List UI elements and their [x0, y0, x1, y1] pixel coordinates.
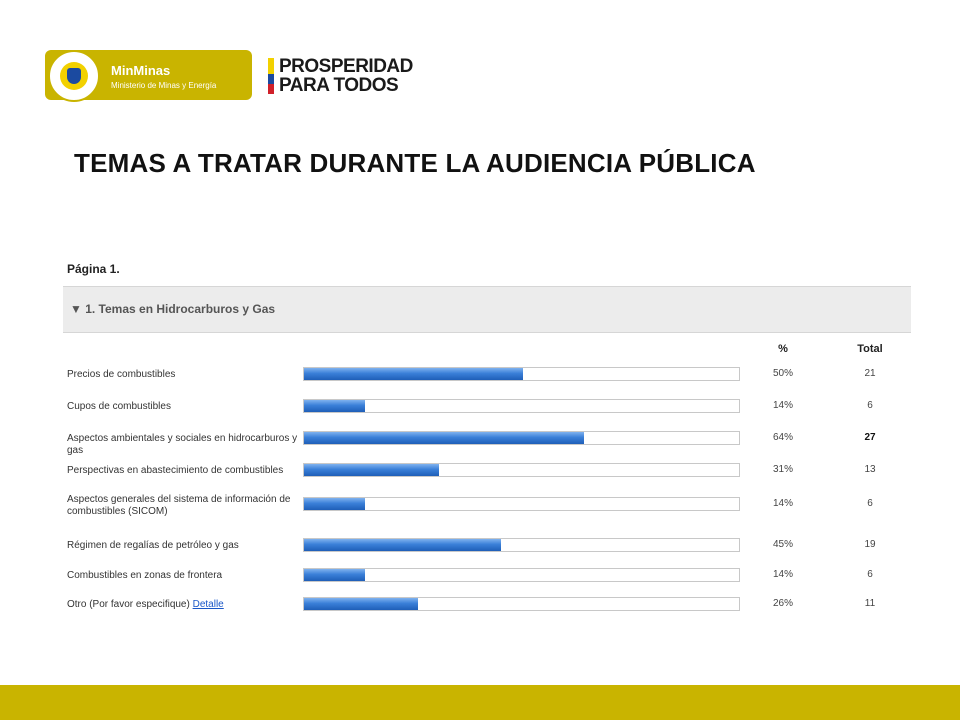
percent-label: 31%: [772, 464, 793, 475]
detail-link[interactable]: Detalle: [192, 599, 224, 610]
prosperidad-line1: PROSPERIDAD: [279, 56, 413, 77]
percent-label: 64%: [772, 432, 793, 443]
percent-label: 45%: [772, 539, 793, 550]
bar: [304, 498, 365, 510]
bar: [304, 569, 365, 581]
prosperidad-line2: PARA TODOS: [279, 75, 399, 96]
total-label: 11: [864, 598, 876, 609]
flag-yellow-stripe: [268, 58, 274, 74]
column-header-percent: %: [778, 343, 788, 355]
section-title: ▼ 1. Temas en Hidrocarburos y Gas: [70, 302, 276, 316]
percent-label: 26%: [772, 598, 793, 609]
bar-track: [303, 597, 740, 611]
section-header[interactable]: ▼ 1. Temas en Hidrocarburos y Gas: [63, 286, 911, 333]
column-header-total: Total: [857, 343, 883, 355]
total-label: 13: [864, 464, 876, 475]
row-label: Precios de combustibles: [67, 369, 176, 380]
flag-blue-stripe: [268, 74, 274, 84]
row-label: Aspectos generales del sistema de inform…: [67, 494, 291, 517]
bar-track: [303, 497, 740, 511]
bar: [304, 368, 523, 380]
bar-track: [303, 463, 740, 477]
row-label: Aspectos ambientales y sociales en hidro…: [67, 433, 298, 456]
bar: [304, 432, 584, 444]
bar: [304, 539, 501, 551]
row-label: Régimen de regalías de petróleo y gas: [67, 540, 239, 551]
total-label: 27: [864, 432, 876, 443]
footer-band: [0, 685, 960, 720]
bar: [304, 400, 365, 412]
bar-track: [303, 431, 740, 445]
bar: [304, 464, 439, 476]
bar-track: [303, 568, 740, 582]
row-label: Cupos de combustibles: [67, 401, 171, 412]
total-label: 19: [864, 539, 876, 550]
percent-label: 14%: [772, 498, 793, 509]
slide-title: TEMAS A TRATAR DURANTE LA AUDIENCIA PÚBL…: [74, 148, 756, 178]
flag-red-stripe: [268, 84, 274, 94]
page-label: Página 1.: [67, 262, 120, 276]
percent-label: 14%: [772, 569, 793, 580]
row-label: Otro (Por favor especifique) Detalle: [67, 599, 299, 611]
bar-track: [303, 367, 740, 381]
row-label-text: Otro (Por favor especifique): [67, 599, 190, 610]
percent-label: 14%: [772, 400, 793, 411]
row-label: Perspectivas en abastecimiento de combus…: [67, 465, 284, 476]
total-label: 21: [864, 368, 876, 379]
bar-track: [303, 399, 740, 413]
minminas-subtitle: Ministerio de Minas y Energía: [111, 81, 217, 90]
minminas-name: MinMinas: [111, 63, 171, 78]
colombia-seal-icon: [48, 50, 100, 102]
bar-track: [303, 538, 740, 552]
percent-label: 50%: [772, 368, 793, 379]
bar: [304, 598, 418, 610]
total-label: 6: [867, 569, 873, 580]
total-label: 6: [867, 400, 873, 411]
total-label: 6: [867, 498, 873, 509]
row-label: Combustibles en zonas de frontera: [67, 570, 223, 581]
